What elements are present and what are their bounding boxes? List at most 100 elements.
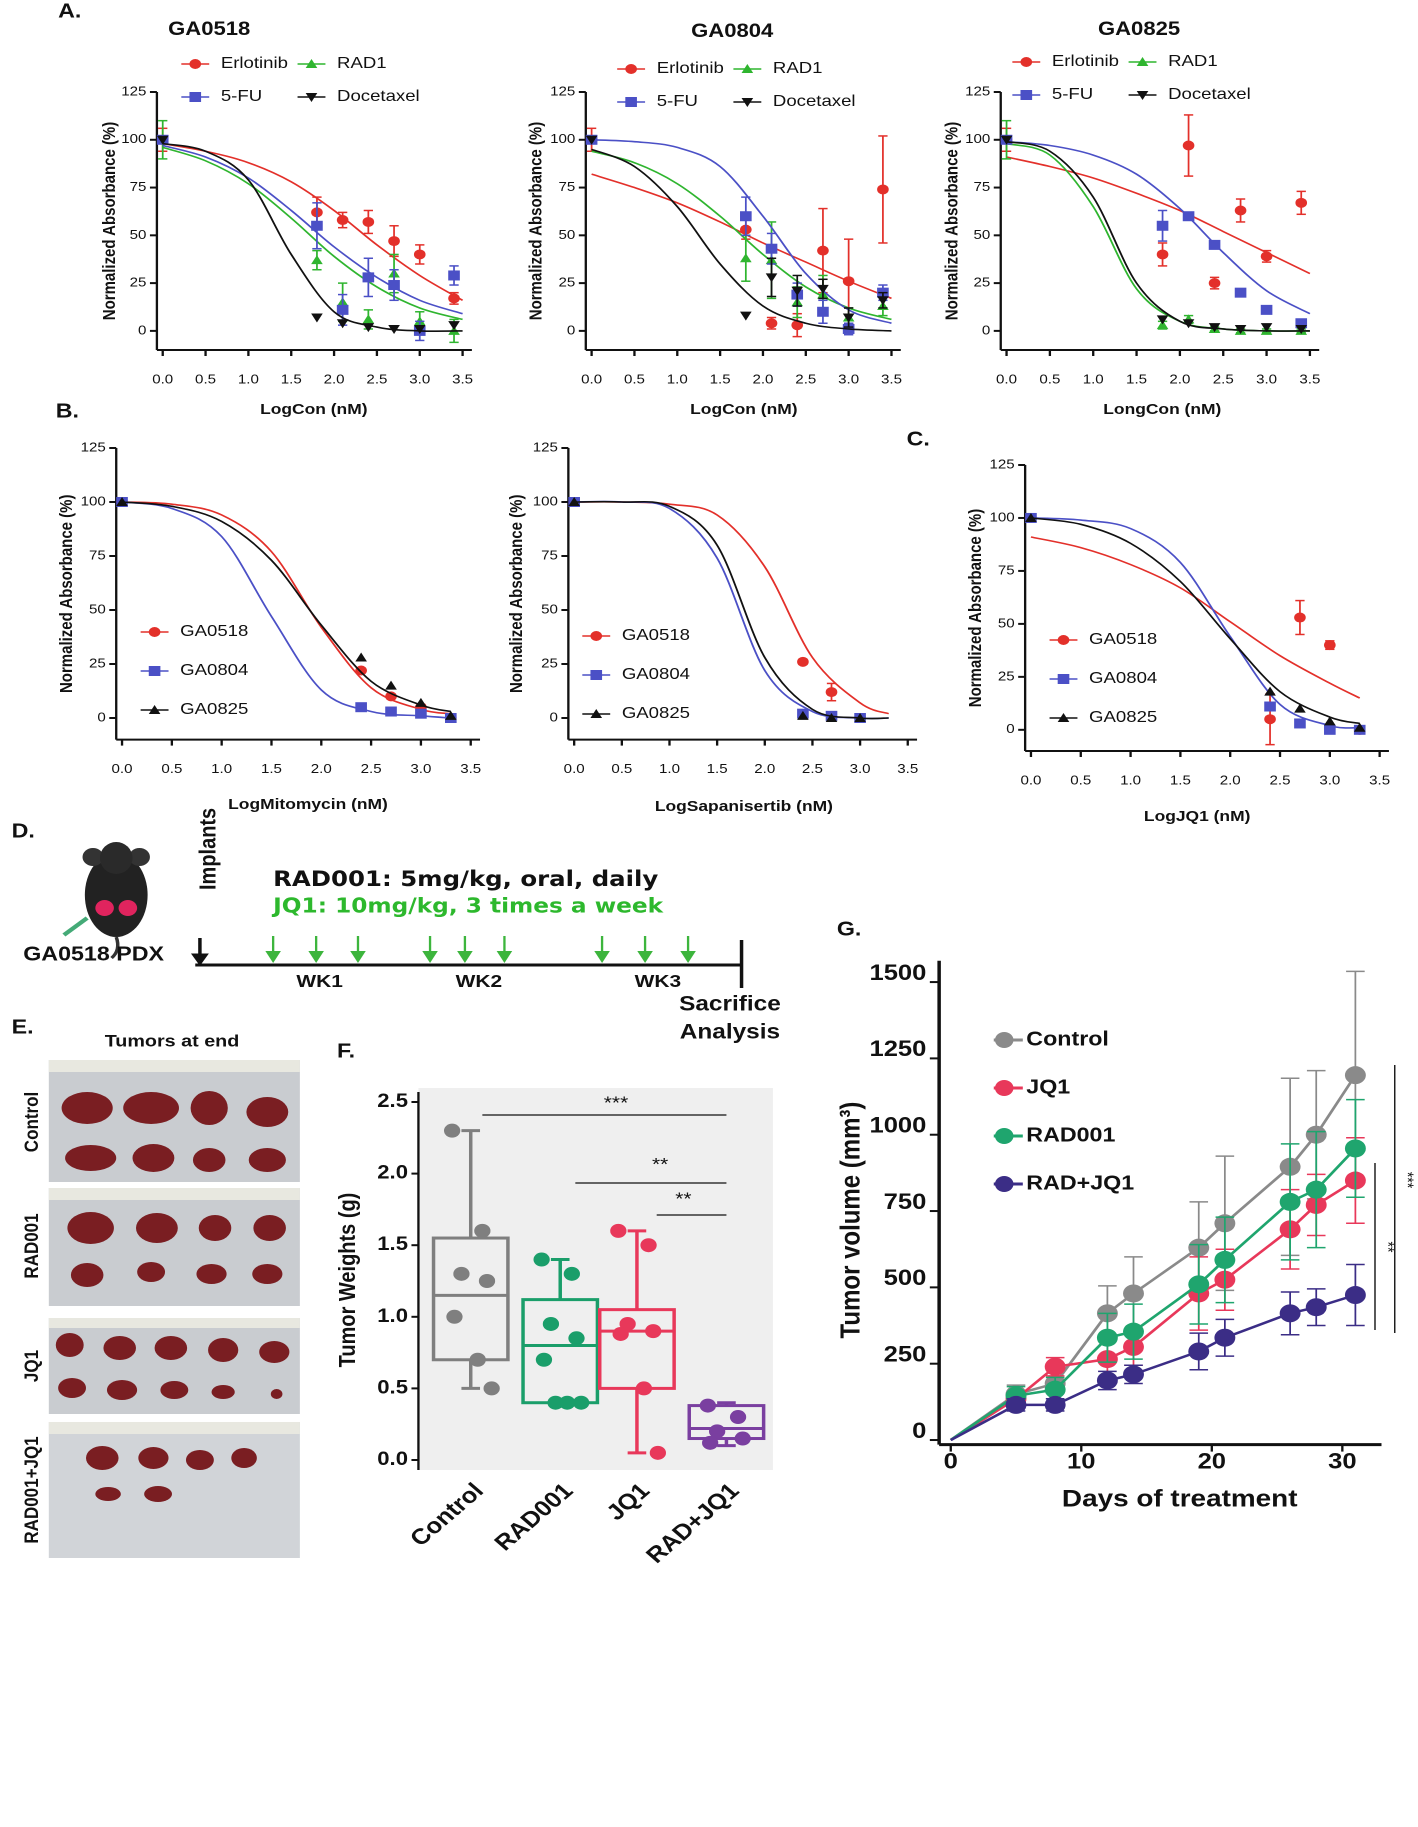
legend-marker [994,1128,1014,1144]
x-axis-label: LogJQ1 (nM) [1144,808,1250,825]
data-point [568,1331,585,1346]
x-tick-label: Control [405,1478,490,1551]
data-point [415,697,427,707]
x-tick-label: 1.0 [667,371,688,386]
data-point [388,324,400,334]
y-tick-label: 125 [81,439,106,454]
legend-marker [1057,635,1070,645]
y-tick-label: 0 [97,709,106,724]
implants-label: Implants [194,808,221,890]
data-point [533,1252,550,1267]
data-point [362,314,375,324]
y-tick-label: 50 [130,227,147,242]
data-point [1182,211,1195,222]
data-point [612,1326,629,1341]
x-tick-label: 3.0 [850,761,871,776]
data-point [1208,278,1221,289]
data-point [1305,1180,1327,1199]
data-point [311,313,323,323]
y-tick-label: 100 [965,131,990,146]
x-tick-label: 3.5 [881,371,902,386]
data-point [413,249,426,260]
y-tick-label: 75 [998,562,1015,577]
data-point [1324,640,1336,651]
fit-curve [1030,517,1360,729]
data-point [1353,722,1366,732]
y-tick-label: 50 [559,227,576,242]
y-tick-label: 100 [550,131,575,146]
data-point [1096,1371,1118,1390]
data-point [388,236,400,247]
series-line [949,1293,1356,1442]
legend-marker [590,631,603,641]
legend-marker [148,705,161,714]
legend-label: Docetaxel [1168,84,1251,102]
group-label: JQ1 [20,1350,43,1382]
legend-marker [1136,57,1149,66]
data-point [1214,1250,1236,1269]
data-point [1279,1192,1301,1211]
x-tick-label: 3.5 [1299,371,1320,386]
fit-curve [591,138,892,325]
x-tick-label: RAD001 [489,1478,579,1555]
fit-curve [574,500,889,720]
end-label: Analysis [680,1019,780,1043]
x-tick-label: 2.5 [1270,772,1291,787]
data-point [362,272,375,283]
x-tick-label: 0.0 [581,371,602,386]
panel-label: D. [12,819,35,842]
y-tick-label: 2.0 [377,1162,408,1183]
fit-curve [1030,517,1360,725]
data-point [817,245,829,256]
legend-marker [189,59,202,69]
y-tick-label: 0.5 [377,1377,408,1398]
data-point [1344,1066,1366,1085]
y-tick-label: 75 [559,179,576,194]
week-label: WK3 [635,971,682,991]
data-point [740,311,752,321]
x-axis-label: Days of treatment [1062,1484,1298,1512]
rad001-regimen: RAD001: 5mg/kg, oral, daily [273,868,658,892]
data-point [1123,1322,1144,1341]
series-line [949,1147,1357,1442]
data-point [1294,703,1306,713]
data-point [1279,1304,1301,1323]
data-point [444,710,457,720]
x-tick-label: 1.5 [1126,371,1147,386]
data-point [1123,1284,1144,1303]
x-tick-label: 3.5 [452,371,473,386]
legend-marker [1020,90,1033,100]
data-point [415,708,427,719]
x-tick-label: 2.0 [754,761,775,776]
data-point [729,1410,747,1425]
legend-label: Erlotinib [221,53,288,71]
data-point [1344,1286,1366,1305]
y-tick-label: 750 [884,1189,927,1214]
box [687,1404,766,1441]
data-point [1188,1275,1210,1294]
group-label: RAD001+JQ1 [20,1436,43,1543]
series-line [949,1179,1357,1442]
data-point [1096,1328,1118,1347]
data-point [1208,323,1221,333]
data-point [1044,1380,1066,1399]
data-point [1208,239,1221,250]
legend-label: RAD+JQ1 [1026,1171,1134,1194]
x-tick-label: 0.5 [1039,371,1060,386]
x-tick-label: 1.0 [238,371,259,386]
x-tick-label: 0.5 [611,761,632,776]
x-axis-label: LongCon (nM) [1103,401,1221,418]
pdx-label: GA0518 PDX [23,942,164,965]
data-point [817,306,829,317]
x-tick-label: 3.5 [1369,772,1390,787]
panel-label: F. [337,1039,355,1062]
tumor-photos [48,1060,300,1558]
y-tick-label: 0 [549,709,558,724]
data-point [1264,714,1276,725]
fit-curve [162,142,463,332]
data-point [585,135,598,145]
legend-label: JQ1 [1026,1075,1070,1098]
data-point [563,1266,580,1281]
y-axis-label: Tumor Weights (g) [333,1193,360,1368]
